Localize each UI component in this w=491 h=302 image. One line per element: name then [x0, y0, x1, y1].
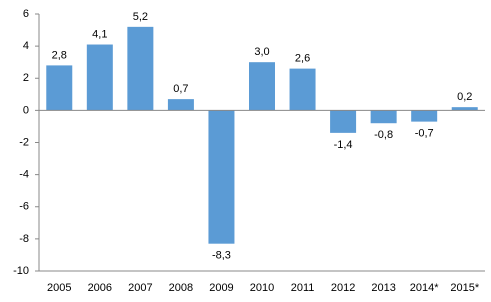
bar — [330, 110, 357, 133]
bar — [86, 44, 113, 111]
x-tick-label: 2007 — [128, 282, 152, 294]
bar — [127, 26, 154, 111]
x-tick-label: 2011 — [291, 282, 315, 294]
bar — [411, 110, 438, 122]
data-label: -0,8 — [374, 129, 393, 141]
y-tick-label: -2 — [19, 136, 29, 148]
data-label: 0,2 — [457, 91, 472, 103]
x-tick-label: 2012 — [331, 282, 355, 294]
y-tick-label: -6 — [19, 201, 29, 213]
data-label: 0,7 — [173, 83, 188, 95]
x-tick-label: 2009 — [209, 282, 233, 294]
bar — [208, 110, 235, 244]
y-tick-label: 4 — [23, 40, 29, 52]
data-label: -1,4 — [334, 139, 353, 151]
data-label: 2,8 — [52, 49, 67, 61]
x-tick-label: 2013 — [371, 282, 395, 294]
y-tick-label: -10 — [13, 265, 29, 277]
data-label: 2,6 — [295, 53, 310, 65]
bar — [249, 62, 275, 111]
data-label: 4,1 — [92, 28, 107, 40]
bar — [451, 107, 478, 111]
y-tick-label: -4 — [19, 169, 29, 181]
bar — [46, 65, 73, 111]
y-tick-label: 0 — [23, 104, 29, 116]
data-label: -0,7 — [415, 128, 434, 140]
data-label: 5,2 — [133, 11, 148, 23]
x-tick-label: 2015* — [450, 282, 479, 294]
x-tick-label: 2005 — [47, 282, 71, 294]
y-tick-label: 6 — [23, 8, 29, 20]
y-tick-label: 2 — [23, 72, 29, 84]
bar — [167, 99, 194, 111]
x-tick-label: 2006 — [88, 282, 112, 294]
x-tick-label: 2008 — [169, 282, 193, 294]
x-tick-label: 2014* — [410, 282, 439, 294]
bar — [370, 110, 397, 124]
y-tick-label: -8 — [19, 233, 29, 245]
data-label: 3,0 — [254, 46, 269, 58]
x-tick-label: 2010 — [250, 282, 274, 294]
bar — [289, 68, 316, 111]
data-label: -8,3 — [212, 250, 231, 262]
